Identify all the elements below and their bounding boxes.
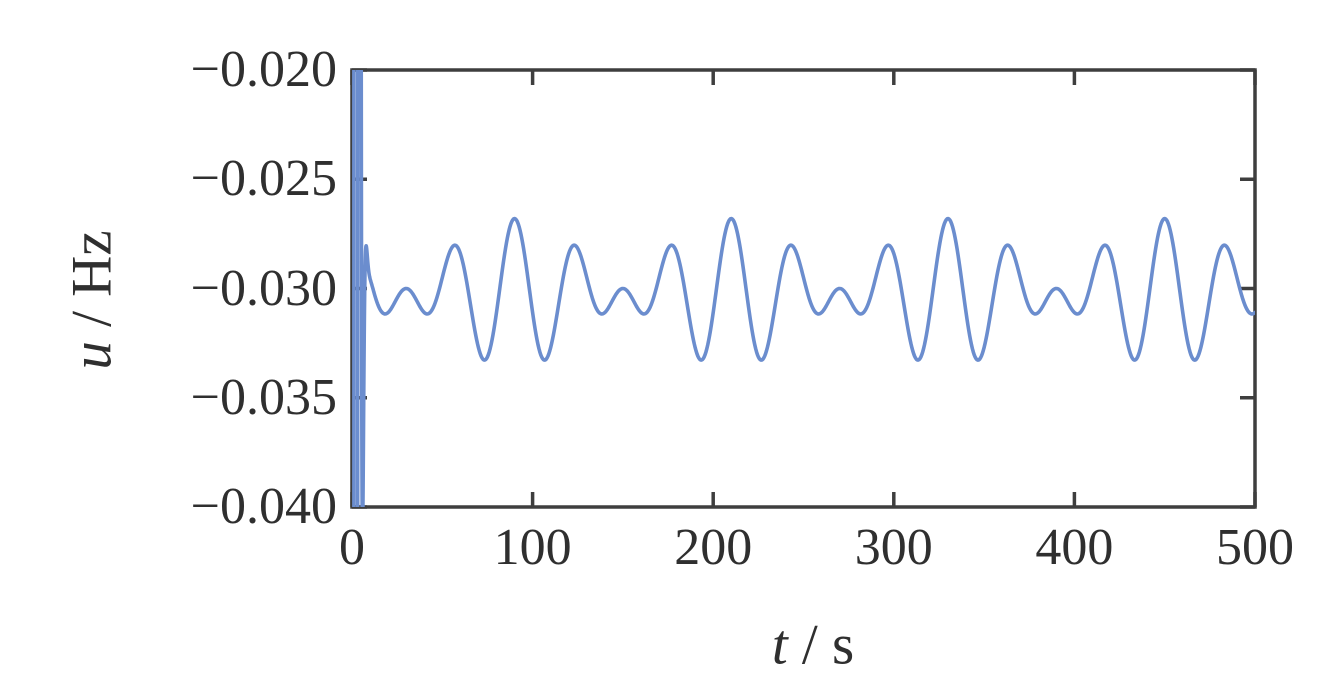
y-tick-label-−0.020: −0.020 [190, 41, 337, 98]
x-tick-label-400: 400 [1035, 519, 1114, 576]
signal-line [352, 70, 1255, 507]
y-tick-label-−0.040: −0.040 [190, 478, 337, 535]
x-tick-label-100: 100 [493, 519, 572, 576]
x-tick-label-300: 300 [854, 519, 933, 576]
y-axis-variable: u [60, 341, 124, 370]
x-axis-label: t / s [772, 617, 854, 674]
y-tick-label-−0.030: −0.030 [190, 259, 337, 317]
x-tick-label-0: 0 [339, 519, 365, 576]
y-tick-label-−0.035: −0.035 [190, 368, 337, 426]
x-axis-separator: / [787, 613, 832, 677]
x-tick-label-500: 500 [1216, 519, 1294, 576]
x-tick-label-200: 200 [674, 519, 753, 576]
x-axis-variable: t [771, 613, 788, 677]
y-tick-label-−0.025: −0.025 [190, 150, 337, 208]
x-axis-unit: s [832, 613, 855, 677]
